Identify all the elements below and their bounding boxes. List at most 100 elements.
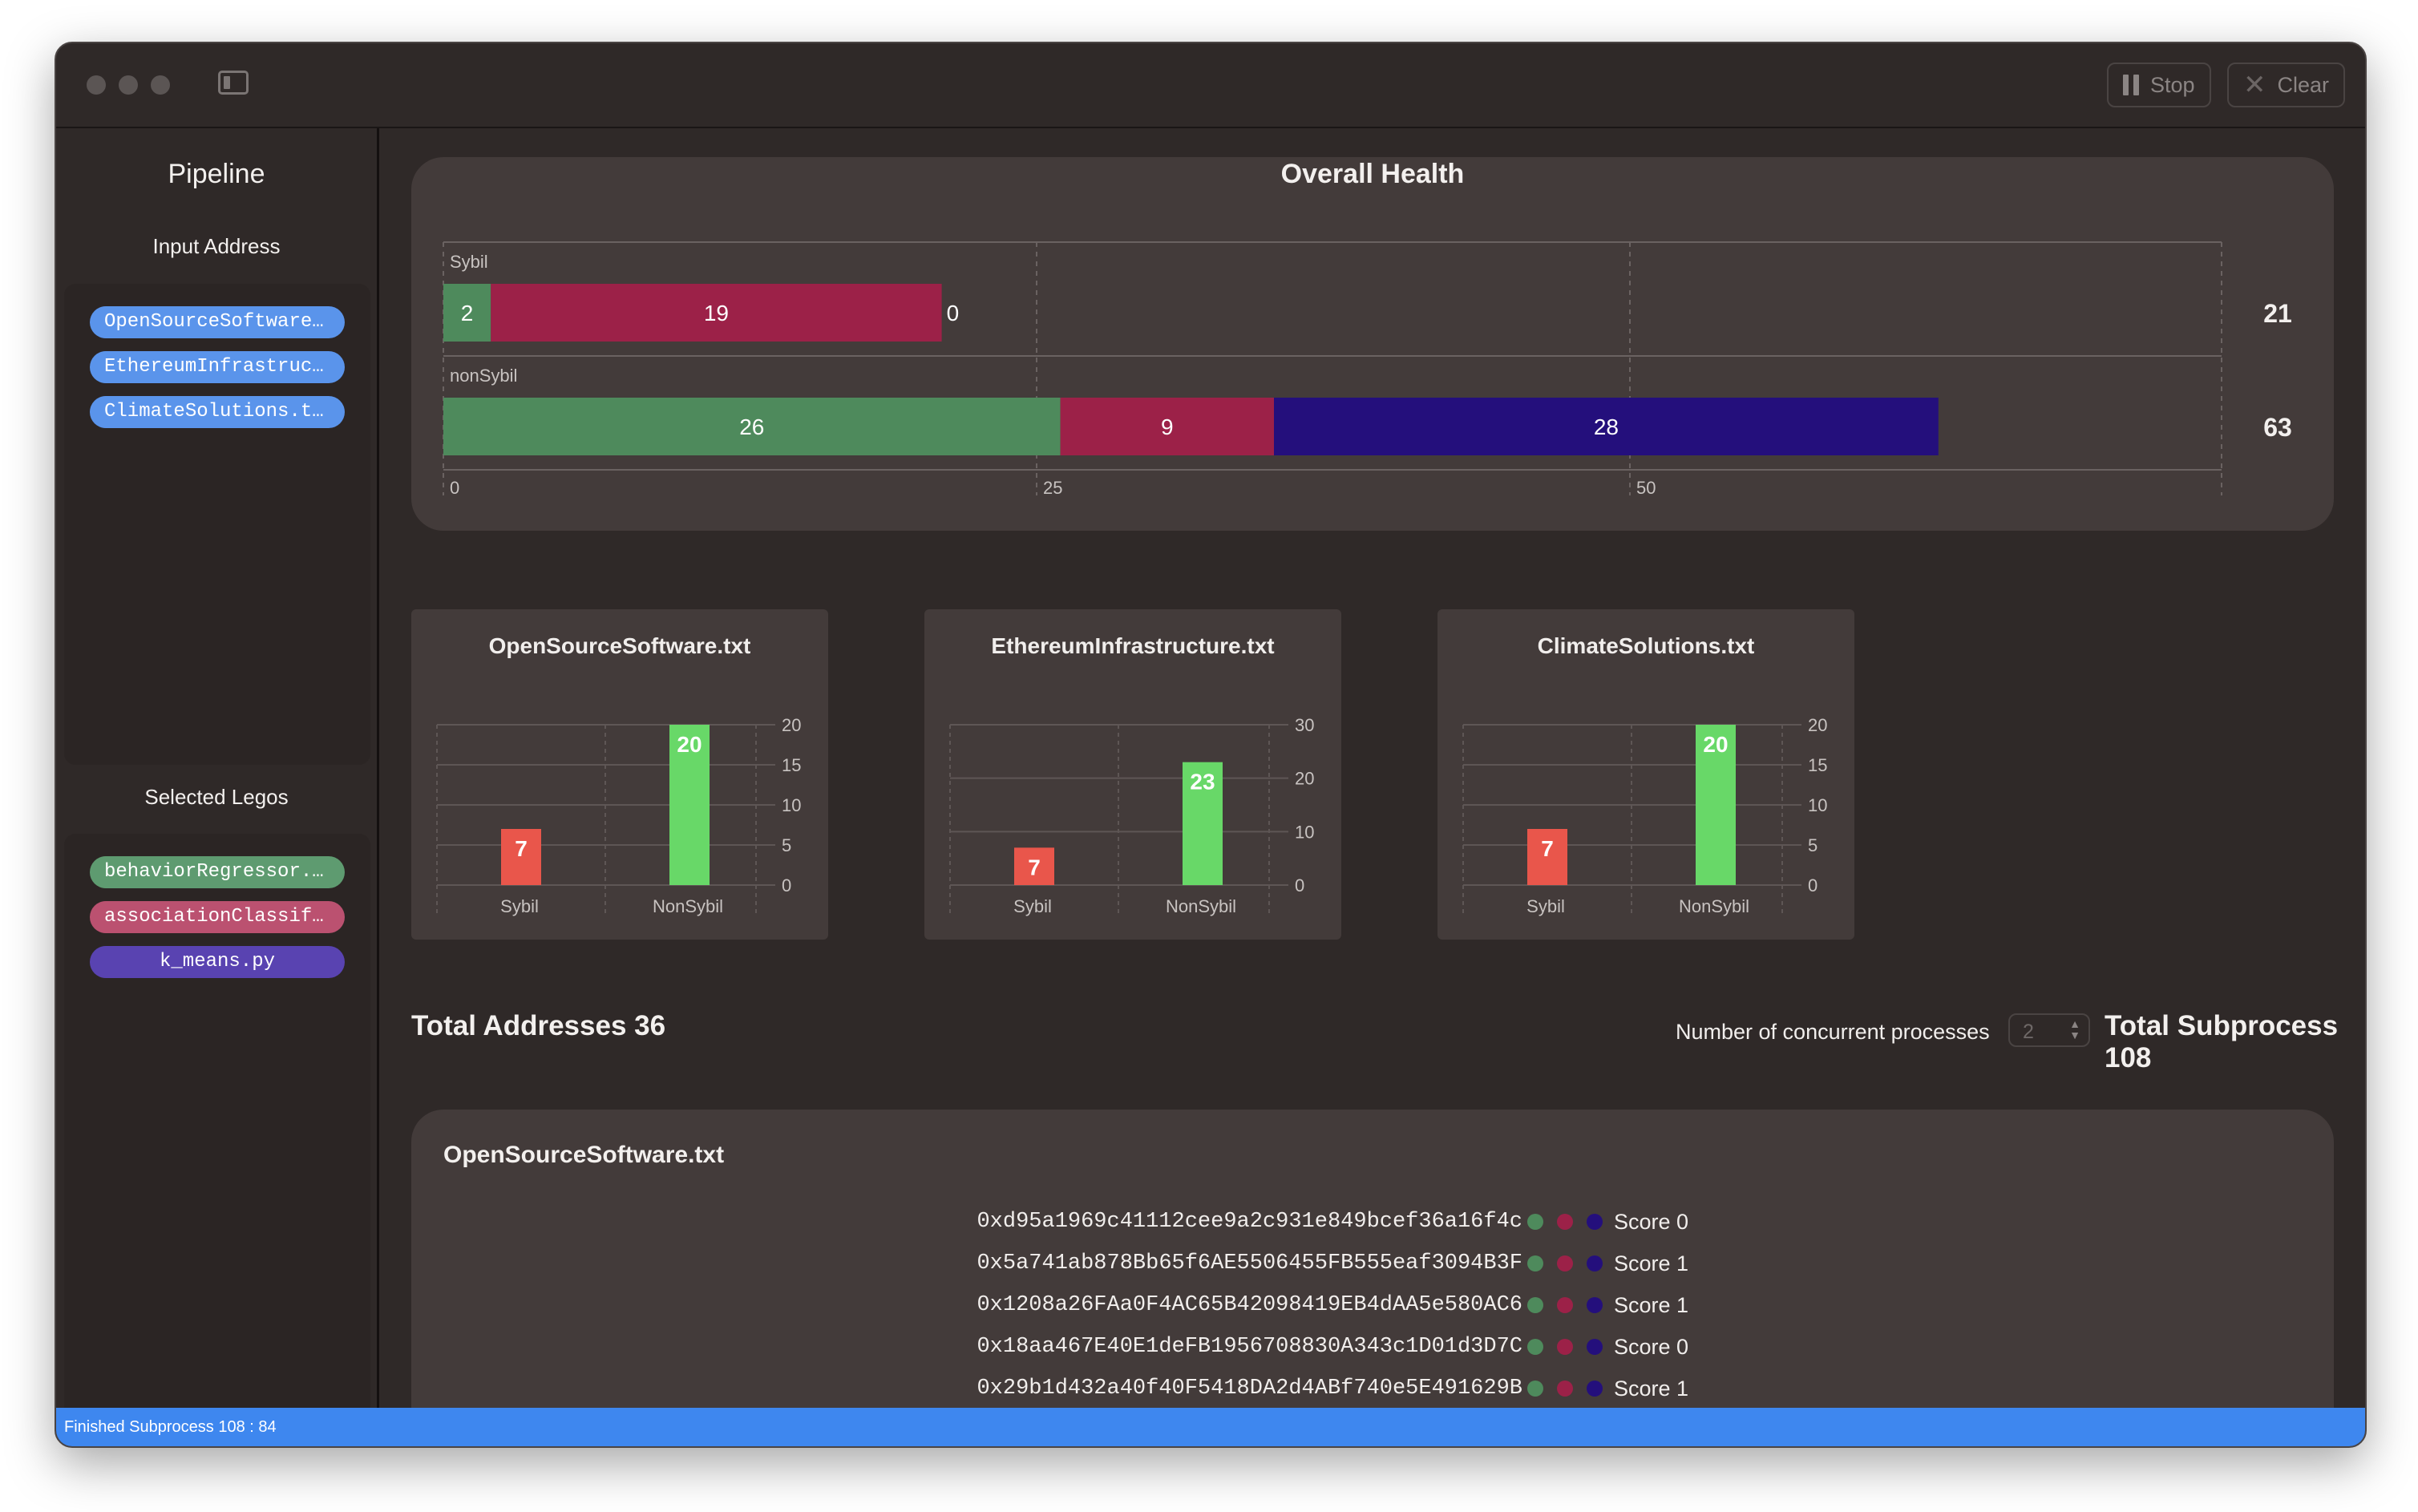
status-dot bbox=[1587, 1339, 1603, 1355]
lego-pill[interactable]: behaviorRegressor.py bbox=[90, 856, 345, 888]
app-window: Stop ✕ Clear Pipeline Input Address Open… bbox=[55, 42, 2367, 1448]
bar bbox=[1527, 829, 1567, 885]
input-address-pill[interactable]: OpenSourceSoftware.txt bbox=[90, 306, 345, 338]
lego-pill[interactable]: k_means.py bbox=[90, 946, 345, 978]
bar-value-label: 7 bbox=[1541, 836, 1554, 861]
total-addresses: Total Addresses 36 bbox=[411, 1010, 666, 1041]
status-text: Finished Subprocess 108 : 84 bbox=[64, 1418, 277, 1436]
input-address-pill[interactable]: EthereumInfrastructure.txt bbox=[90, 351, 345, 383]
address-text: 0x29b1d432a40f40F5418DA2d4ABf740e5E49162… bbox=[976, 1377, 1522, 1401]
y-tick-label: 10 bbox=[1808, 795, 1827, 815]
x-tick-label: Sybil bbox=[1526, 896, 1565, 916]
stepper-arrows-icon[interactable]: ▲ ▼ bbox=[2069, 1017, 2080, 1041]
bar bbox=[501, 829, 541, 885]
stacked-bar-segment bbox=[491, 284, 942, 342]
status-dot bbox=[1557, 1297, 1573, 1313]
y-tick-label: 0 bbox=[1808, 875, 1818, 895]
input-address-list: OpenSourceSoftware.txt EthereumInfrastru… bbox=[64, 284, 370, 765]
address-row: 0xd95a1969c41112cee9a2c931e849bcef36a16f… bbox=[411, 1201, 2334, 1243]
mini-bar-chart: 0 5 10 15 20 7 Sybil 20 NonSybil bbox=[1462, 715, 1827, 916]
status-dot bbox=[1527, 1255, 1543, 1271]
row-total: 63 bbox=[2263, 413, 2292, 442]
status-bar: Finished Subprocess 108 : 84 bbox=[56, 1408, 2365, 1446]
y-tick-label: 5 bbox=[782, 835, 791, 855]
x-tick-label: 25 bbox=[1043, 478, 1062, 498]
x-tick-label: NonSybil bbox=[1679, 896, 1749, 916]
address-text: 0xd95a1969c41112cee9a2c931e849bcef36a16f… bbox=[976, 1210, 1522, 1234]
mini-bar-chart: 0 10 20 30 7 Sybil 23 NonSybil bbox=[949, 715, 1314, 916]
stacked-bar-segment bbox=[443, 398, 1061, 455]
total-subprocess: Total Subprocess 108 bbox=[2105, 1010, 2339, 1073]
address-row: 0x29b1d432a40f40F5418DA2d4ABf740e5E49162… bbox=[411, 1368, 2334, 1409]
y-tick-label: 10 bbox=[782, 795, 801, 815]
main-content: Overall Health 0 25 50 Sybil 2 19 0 21 nonSybil 2… bbox=[379, 128, 2365, 1446]
y-tick-label: 15 bbox=[782, 755, 801, 775]
sidebar-title: Pipeline bbox=[168, 159, 265, 189]
status-dot bbox=[1527, 1297, 1543, 1313]
sidebar: Pipeline Input Address OpenSourceSoftwar… bbox=[56, 128, 379, 1446]
concurrent-processes-stepper[interactable]: 2 ▲ ▼ bbox=[2008, 1013, 2090, 1047]
selected-legos-list: behaviorRegressor.py associationClassifi… bbox=[64, 834, 370, 1427]
mini-chart-card: OpenSourceSoftware.txt 0 5 10 15 20 7 Sybil 20 N… bbox=[411, 609, 828, 940]
bar-value-label: 26 bbox=[739, 414, 764, 439]
bar-value-label: 9 bbox=[1161, 414, 1174, 439]
overall-health-title: Overall Health bbox=[1280, 159, 1465, 189]
bar bbox=[1696, 725, 1736, 885]
bar-value-label: 19 bbox=[704, 301, 729, 325]
status-dot bbox=[1587, 1255, 1603, 1271]
x-tick-label: NonSybil bbox=[1166, 896, 1236, 916]
score-label: Score 1 bbox=[1614, 1251, 1689, 1275]
close-window-button[interactable] bbox=[87, 75, 106, 95]
status-dot bbox=[1557, 1381, 1573, 1397]
status-dot bbox=[1557, 1214, 1573, 1230]
address-row: 0x18aa467E40E1deFB1956708830A343c1D01d3D… bbox=[411, 1326, 2334, 1368]
category-label: Sybil bbox=[450, 252, 488, 272]
y-tick-label: 20 bbox=[1808, 715, 1827, 735]
minimize-window-button[interactable] bbox=[119, 75, 138, 95]
bar bbox=[1183, 762, 1223, 885]
bar-value-label: 0 bbox=[947, 301, 960, 325]
bar-value-label: 2 bbox=[461, 301, 474, 325]
bar bbox=[1014, 847, 1054, 885]
address-row: 0x5a741ab878Bb65f6AE5506455FB555eaf3094B… bbox=[411, 1243, 2334, 1284]
bar-value-label: 20 bbox=[1703, 732, 1728, 757]
mini-chart-title: EthereumInfrastructure.txt bbox=[991, 633, 1275, 658]
close-icon: ✕ bbox=[2243, 70, 2266, 100]
status-dot bbox=[1527, 1339, 1543, 1355]
sidebar-toggle-icon[interactable] bbox=[218, 71, 249, 95]
bar-value-label: 7 bbox=[1028, 855, 1041, 879]
y-tick-label: 0 bbox=[782, 875, 791, 895]
x-tick-label: 50 bbox=[1636, 478, 1656, 498]
input-address-pill[interactable]: ClimateSolutions.txt bbox=[90, 396, 345, 428]
y-tick-label: 10 bbox=[1295, 822, 1314, 842]
address-text: 0x5a741ab878Bb65f6AE5506455FB555eaf3094B… bbox=[976, 1251, 1522, 1275]
stop-button[interactable]: Stop bbox=[2107, 63, 2211, 107]
address-row: 0x1208a26FAa0F4AC65B42098419EB4dAA5e580A… bbox=[411, 1284, 2334, 1326]
mini-chart-card: ClimateSolutions.txt 0 5 10 15 20 7 Sybil 20 Non… bbox=[1437, 609, 1854, 940]
overall-health-chart: 0 25 50 Sybil 2 19 0 21 nonSybil 26 9 28 63 bbox=[443, 241, 2292, 498]
results-file-title: OpenSourceSoftware.txt bbox=[443, 1142, 725, 1168]
clear-button[interactable]: ✕ Clear bbox=[2227, 63, 2346, 107]
input-address-header: Input Address bbox=[152, 234, 281, 258]
bar-value-label: 28 bbox=[1594, 414, 1619, 439]
overall-health-card: Overall Health 0 25 50 Sybil 2 19 0 21 nonSybil 2… bbox=[411, 157, 2334, 531]
clear-label: Clear bbox=[2277, 72, 2330, 97]
score-label: Score 1 bbox=[1614, 1377, 1689, 1401]
y-tick-label: 0 bbox=[1295, 875, 1304, 895]
zoom-window-button[interactable] bbox=[151, 75, 170, 95]
score-label: Score 0 bbox=[1614, 1335, 1689, 1359]
bar-value-label: 20 bbox=[677, 732, 702, 757]
mini-bar-chart: 0 5 10 15 20 7 Sybil 20 NonSybil bbox=[436, 715, 801, 916]
x-tick-label: 0 bbox=[450, 478, 459, 498]
lego-pill[interactable]: associationClassifier.py bbox=[90, 901, 345, 933]
x-tick-label: NonSybil bbox=[653, 896, 723, 916]
status-dot bbox=[1527, 1214, 1543, 1230]
mini-chart-card: EthereumInfrastructure.txt 0 10 20 30 7 Sybil… bbox=[924, 609, 1341, 940]
y-tick-label: 5 bbox=[1808, 835, 1818, 855]
category-label: nonSybil bbox=[450, 366, 517, 386]
score-label: Score 0 bbox=[1614, 1210, 1689, 1234]
bar-value-label: 23 bbox=[1190, 770, 1215, 794]
status-dot bbox=[1587, 1381, 1603, 1397]
y-tick-label: 20 bbox=[1295, 769, 1314, 789]
stop-label: Stop bbox=[2150, 72, 2195, 97]
